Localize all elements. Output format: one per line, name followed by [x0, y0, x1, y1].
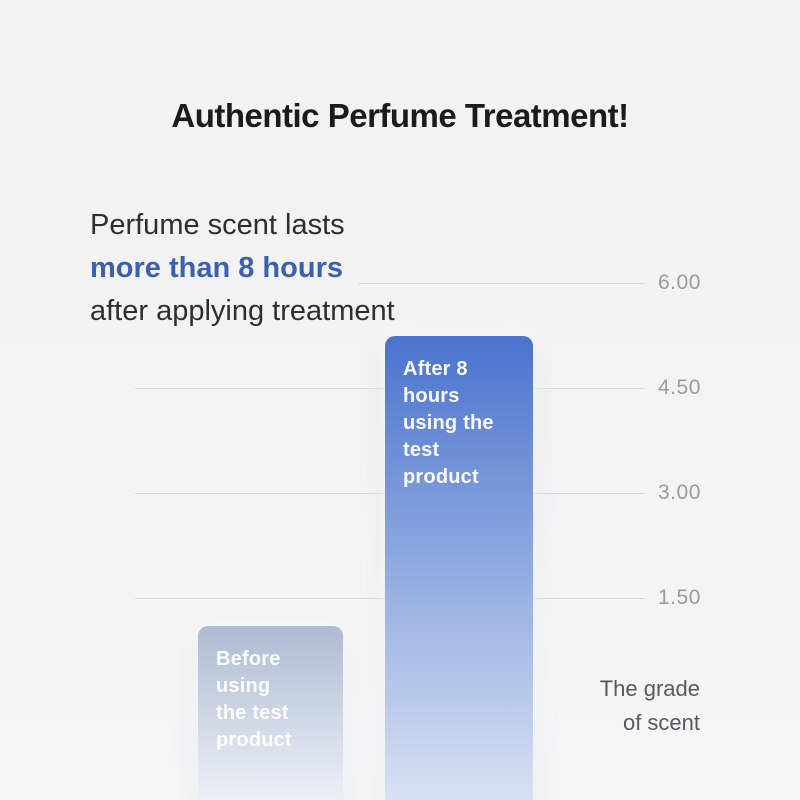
subtitle-line-1: Perfume scent lasts [90, 209, 345, 241]
axis-label-grade-of-scent: The grade of scent [599, 676, 700, 735]
bar-after: After 8 hours using the test product [385, 335, 533, 800]
tick-label-6.00: 6.00 [658, 271, 701, 294]
chart-subtitle: Perfume scent lasts more than 8 hours af… [90, 204, 460, 333]
bar-label-before: Before using the test product [216, 648, 292, 751]
page-title: Authentic Perfume Treatment! [171, 97, 629, 134]
subtitle-highlight: more than 8 hours [90, 252, 343, 284]
gridline-6.00 [358, 283, 645, 284]
bar-before: Before using the test product [198, 626, 343, 800]
tick-label-3.00: 3.00 [658, 481, 701, 504]
tick-label-1.50: 1.50 [658, 586, 701, 609]
subtitle-line-3: after applying treatment [90, 295, 395, 327]
bar-label-after: After 8 hours using the test product [403, 357, 494, 488]
tick-label-4.50: 4.50 [658, 376, 701, 399]
